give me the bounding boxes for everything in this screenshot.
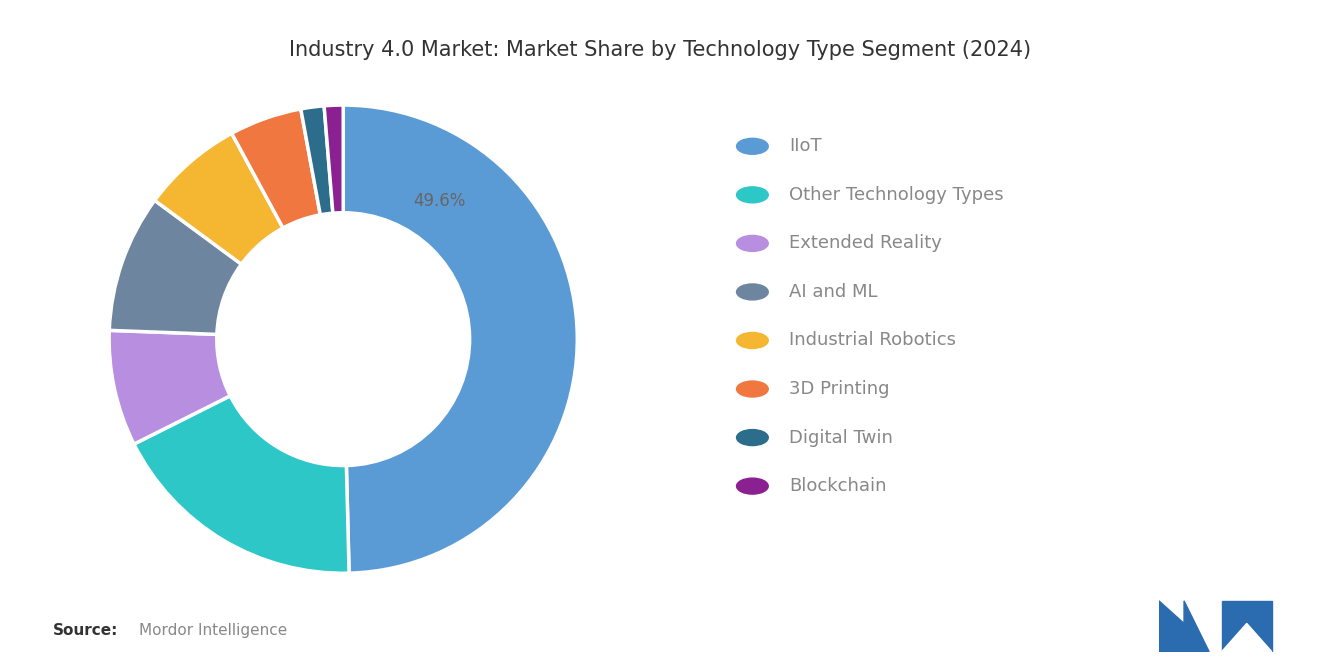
Wedge shape <box>343 105 577 573</box>
Text: AI and ML: AI and ML <box>789 283 878 301</box>
Text: 3D Printing: 3D Printing <box>789 380 890 398</box>
Polygon shape <box>1159 601 1209 652</box>
Text: IIoT: IIoT <box>789 137 822 156</box>
Wedge shape <box>325 105 343 213</box>
Text: Industrial Robotics: Industrial Robotics <box>789 331 957 350</box>
Wedge shape <box>154 133 282 264</box>
Wedge shape <box>110 331 230 444</box>
Text: Mordor Intelligence: Mordor Intelligence <box>139 623 286 638</box>
Text: Source:: Source: <box>53 623 119 638</box>
Text: Extended Reality: Extended Reality <box>789 234 942 253</box>
Text: Industry 4.0 Market: Market Share by Technology Type Segment (2024): Industry 4.0 Market: Market Share by Tec… <box>289 40 1031 60</box>
Text: Digital Twin: Digital Twin <box>789 428 894 447</box>
Wedge shape <box>133 396 348 573</box>
Text: Blockchain: Blockchain <box>789 477 887 495</box>
Text: Other Technology Types: Other Technology Types <box>789 186 1005 204</box>
Wedge shape <box>110 200 242 334</box>
Polygon shape <box>1221 601 1271 652</box>
Text: 49.6%: 49.6% <box>413 192 466 210</box>
Polygon shape <box>1221 624 1271 652</box>
Wedge shape <box>301 106 333 215</box>
Wedge shape <box>232 109 321 228</box>
